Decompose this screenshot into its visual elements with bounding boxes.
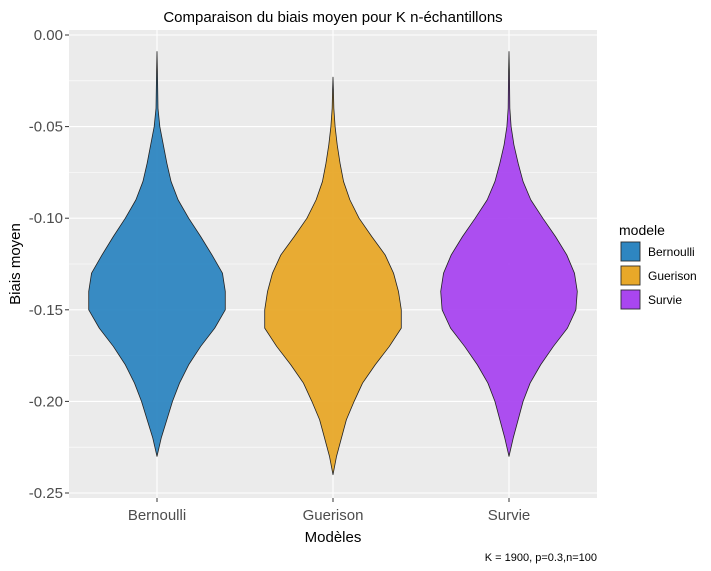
legend-key-guerison — [620, 265, 641, 286]
legend-label-bernoulli: Bernoulli — [648, 245, 695, 259]
legend-title: modele — [619, 222, 665, 238]
violin-survie — [440, 51, 578, 457]
legend-key-bernoulli — [620, 241, 641, 262]
violin-guerison — [264, 76, 402, 476]
x-tick-label: Bernoulli — [128, 507, 186, 524]
x-axis-title: Modèles — [305, 529, 362, 546]
x-axis: Bernoulli Guerison Survie — [128, 498, 530, 524]
legend-label-guerison: Guerison — [648, 269, 697, 283]
y-tick-label: 0.00 — [34, 27, 63, 44]
y-tick-label: -0.20 — [29, 393, 63, 410]
y-tick-label: -0.10 — [29, 210, 63, 227]
y-axis: 0.00 -0.05 -0.10 -0.15 -0.20 -0.25 — [29, 27, 69, 502]
y-axis-title: Biais moyen — [7, 223, 24, 305]
y-tick-label: -0.25 — [29, 485, 63, 502]
x-tick-label: Guerison — [303, 507, 364, 524]
violin-bernoulli — [88, 51, 226, 457]
chart-title: Comparaison du biais moyen pour K n-écha… — [163, 9, 502, 26]
violins — [88, 51, 578, 476]
legend-label-survie: Survie — [648, 293, 682, 307]
legend-key-survie — [620, 289, 641, 310]
y-tick-label: -0.15 — [29, 302, 63, 319]
chart-caption: K = 1900, p=0.3,n=100 — [485, 552, 597, 564]
legend: modele Bernoulli Guerison Survie — [619, 222, 697, 310]
y-tick-label: -0.05 — [29, 119, 63, 136]
x-tick-label: Survie — [488, 507, 531, 524]
